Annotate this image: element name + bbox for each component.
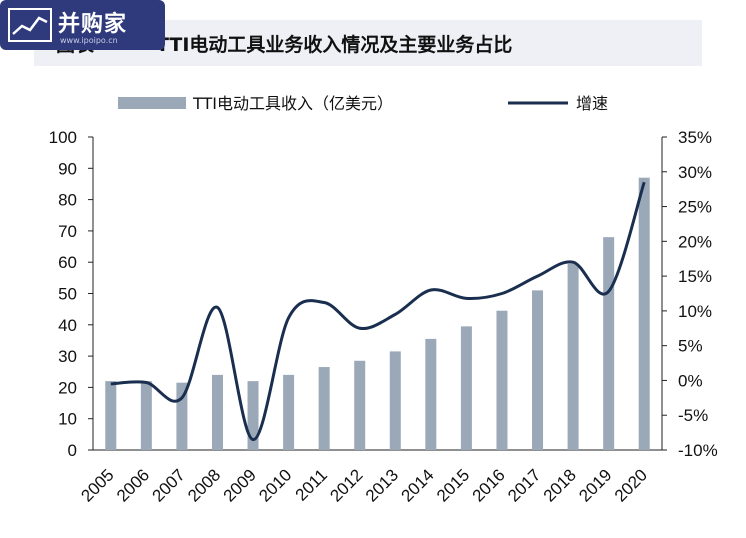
chart-logo-icon bbox=[8, 8, 52, 42]
x-tick-label: 2019 bbox=[575, 465, 615, 505]
right-tick-label: 35% bbox=[678, 128, 712, 147]
right-tick-label: -10% bbox=[678, 441, 718, 460]
x-tick-label: 2012 bbox=[326, 465, 366, 505]
bar bbox=[638, 177, 650, 450]
x-tick-label: 2017 bbox=[504, 465, 544, 505]
chart-title: TTI电动工具业务收入情况及主要业务占比 bbox=[156, 34, 513, 56]
x-tick-label: 2007 bbox=[149, 465, 189, 505]
right-tick-label: 0% bbox=[678, 371, 703, 390]
x-tick-label: 2018 bbox=[540, 465, 580, 505]
bar bbox=[211, 374, 223, 450]
x-tick-label: 2009 bbox=[220, 465, 260, 505]
bar bbox=[567, 263, 579, 450]
x-tick-label: 2006 bbox=[113, 465, 153, 505]
right-tick-label: 20% bbox=[678, 232, 712, 251]
left-tick-label: 40 bbox=[58, 316, 77, 335]
bar bbox=[105, 381, 117, 450]
bar bbox=[496, 310, 508, 450]
right-tick-label: -5% bbox=[678, 406, 708, 425]
left-tick-label: 60 bbox=[58, 253, 77, 272]
right-tick-label: 15% bbox=[678, 267, 712, 286]
bar bbox=[460, 326, 472, 450]
x-tick-label: 2020 bbox=[611, 465, 651, 505]
bar bbox=[318, 367, 330, 450]
x-tick-label: 2015 bbox=[433, 465, 473, 505]
bar bbox=[532, 290, 544, 450]
left-tick-label: 20 bbox=[58, 378, 77, 397]
right-tick-label: 10% bbox=[678, 302, 712, 321]
legend-line-label: 增速 bbox=[576, 94, 608, 113]
left-tick-label: 10 bbox=[58, 410, 77, 429]
left-tick-label: 70 bbox=[58, 222, 77, 241]
growth-line bbox=[110, 181, 646, 442]
x-tick-label: 2011 bbox=[292, 465, 331, 504]
x-tick-label: 2014 bbox=[397, 465, 437, 505]
x-tick-label: 2010 bbox=[255, 465, 295, 505]
bar bbox=[247, 381, 259, 450]
watermark-url: www.ipoipo.cn bbox=[60, 36, 118, 45]
right-tick-label: 5% bbox=[678, 337, 703, 356]
right-tick-label: 30% bbox=[678, 163, 712, 182]
bar bbox=[425, 338, 437, 450]
legend-bar-label: TTI电动工具收入（亿美元） bbox=[192, 94, 393, 113]
bar bbox=[354, 360, 366, 450]
bar bbox=[140, 381, 152, 450]
left-tick-label: 80 bbox=[58, 191, 77, 210]
bar bbox=[283, 374, 295, 450]
left-tick-label: 0 bbox=[68, 441, 77, 460]
legend-bar-swatch bbox=[118, 97, 186, 109]
watermark-logo: 并购家 www.ipoipo.cn bbox=[0, 0, 165, 50]
bar bbox=[389, 351, 401, 450]
bar bbox=[603, 237, 615, 450]
x-tick-label: 2016 bbox=[469, 465, 509, 505]
x-tick-label: 2013 bbox=[362, 465, 402, 505]
watermark-brand: 并购家 bbox=[58, 12, 128, 37]
right-tick-label: 25% bbox=[678, 198, 712, 217]
left-tick-label: 50 bbox=[58, 285, 77, 304]
x-tick-label: 2005 bbox=[77, 465, 117, 505]
x-tick-label: 2008 bbox=[184, 465, 224, 505]
left-tick-label: 30 bbox=[58, 347, 77, 366]
bar bbox=[176, 382, 188, 450]
left-tick-label: 90 bbox=[58, 159, 77, 178]
left-tick-label: 100 bbox=[49, 128, 77, 147]
